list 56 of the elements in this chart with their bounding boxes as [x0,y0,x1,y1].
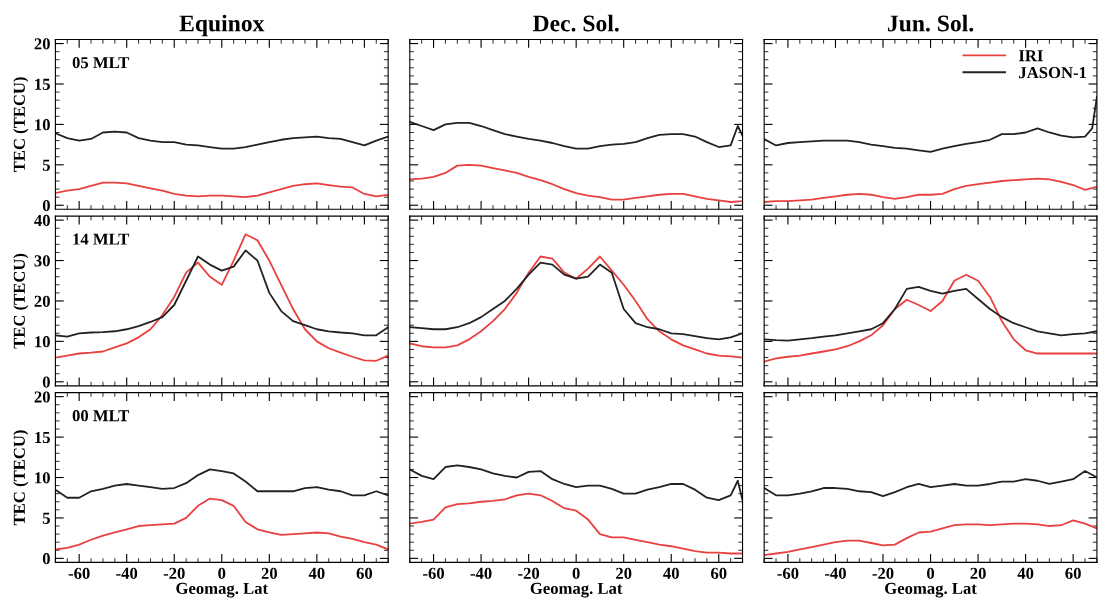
x-tick-label: -40 [116,567,138,579]
x-tick-label: 40 [663,567,679,579]
y-tick-label: 10 [35,336,50,348]
y-tick-label: 0 [42,553,50,565]
x-tick-label: -20 [518,567,540,579]
line-series [55,249,389,338]
x-axis-title: Geomag. Lat [885,582,977,598]
y-tick-label: 15 [35,431,50,444]
x-tick-label: -20 [872,567,894,579]
line-series [55,181,389,199]
y-tick-label: 0 [42,376,50,388]
y-axis-title: TEC (TECU) [13,77,29,173]
line-series [55,130,389,150]
x-tick-label: 20 [261,567,278,579]
x-axis-title: Geomag. Lat [530,582,623,598]
annotation: 14 MLT [73,233,130,245]
x-tick-label: -60 [777,567,799,579]
x-tick-label: 0 [927,567,935,579]
x-tick-label: 20 [616,567,632,579]
y-tick-label: 30 [34,255,50,267]
y-tick-label: 10 [35,119,50,131]
legend-label: IRI [1018,50,1043,62]
y-axis-title: TEC (TECU) [13,430,29,526]
line-series [55,497,389,551]
y-tick-label: 15 [35,78,50,90]
y-tick-label: 20 [34,295,50,307]
y-tick-label: 10 [35,472,50,484]
y-tick-label: 40 [34,214,50,227]
x-tick-label: 60 [1065,567,1081,579]
line-series [55,233,389,362]
chart-title: Dec. Sol. [532,14,619,32]
x-tick-label: -40 [470,567,492,579]
annotation: 05 MLT [72,56,130,69]
chart-title: Equinox [179,14,265,37]
x-axis-title: Geomag. Lat [176,582,268,598]
legend-label: JASON-1 [1019,67,1087,79]
y-axis-title: TEC (TECU) [13,253,29,349]
x-tick-label: 0 [218,567,226,579]
line-series [55,468,389,499]
y-tick-label: 20 [34,38,50,50]
x-tick-label: 0 [572,567,580,579]
x-tick-label: 40 [1017,567,1034,579]
x-tick-label: -60 [423,567,445,579]
y-tick-label: 5 [42,159,50,171]
x-tick-label: 60 [356,567,373,579]
y-tick-label: 5 [42,512,50,524]
y-tick-label: 0 [42,199,50,212]
x-tick-label: -40 [824,567,846,579]
x-tick-label: 40 [308,567,325,579]
x-tick-label: -20 [163,567,185,579]
y-tick-label: 20 [34,391,50,403]
annotation: 00 MLT [72,410,130,422]
x-tick-label: 60 [711,567,727,579]
x-tick-label: -60 [68,567,90,579]
chart-title: Jun. Sol. [887,14,974,32]
x-tick-label: 20 [970,567,986,579]
